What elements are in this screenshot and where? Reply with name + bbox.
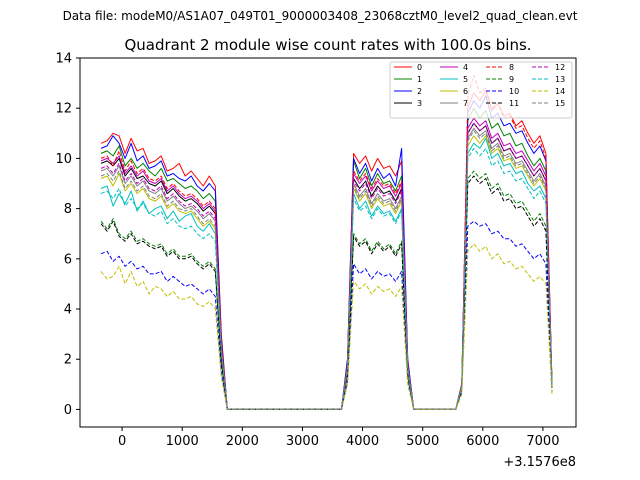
suptitle: Data file: modeM0/AS1A07_049T01_90000034… [63, 9, 578, 23]
y-tick-label: 6 [64, 252, 72, 267]
x-tick-label: 0 [118, 434, 126, 449]
x-tick-label: 3000 [286, 434, 319, 449]
legend-label-7: 7 [463, 99, 468, 108]
legend-label-2: 2 [417, 87, 422, 96]
y-tick-label: 4 [64, 303, 72, 318]
x-tick-label: 6000 [466, 434, 499, 449]
y-axis: 0 2 4 6 8 10 12 14 [55, 52, 80, 418]
y-tick-label: 14 [55, 52, 72, 67]
x-offset-label: +3.1576e8 [503, 455, 576, 470]
legend-label-8: 8 [509, 63, 514, 72]
y-tick-label: 12 [55, 102, 72, 117]
x-tick-label: 1000 [166, 434, 199, 449]
x-axis: 0 1000 2000 3000 4000 5000 6000 7000 [118, 427, 559, 449]
legend-label-6: 6 [463, 87, 468, 96]
legend-label-14: 14 [555, 87, 565, 96]
x-tick-label: 5000 [406, 434, 439, 449]
x-tick-label: 4000 [346, 434, 379, 449]
legend-label-0: 0 [417, 63, 422, 72]
legend-label-12: 12 [555, 63, 565, 72]
plot-lines [100, 75, 553, 410]
legend-label-15: 15 [555, 99, 565, 108]
legend-label-10: 10 [509, 87, 519, 96]
legend-label-4: 4 [463, 63, 468, 72]
chart-title: Quadrant 2 module wise count rates with … [124, 36, 531, 54]
legend-label-1: 1 [417, 75, 422, 84]
legend-label-11: 11 [509, 99, 519, 108]
y-tick-label: 2 [64, 353, 72, 368]
series-13-line [100, 147, 553, 410]
y-tick-label: 0 [64, 403, 72, 418]
series-8-line [100, 75, 553, 410]
legend-label-9: 9 [509, 75, 514, 84]
series-12-line [100, 122, 553, 410]
legend-label-13: 13 [555, 75, 565, 84]
x-tick-label: 2000 [226, 434, 259, 449]
x-tick-label: 7000 [526, 434, 559, 449]
y-tick-label: 8 [64, 202, 72, 217]
legend-box [389, 61, 573, 119]
y-tick-label: 10 [55, 152, 72, 167]
legend-label-5: 5 [463, 75, 468, 84]
legend-label-3: 3 [417, 99, 422, 108]
plot-frame [79, 57, 577, 428]
series-10-line [100, 220, 553, 410]
series-15-line [100, 130, 553, 410]
